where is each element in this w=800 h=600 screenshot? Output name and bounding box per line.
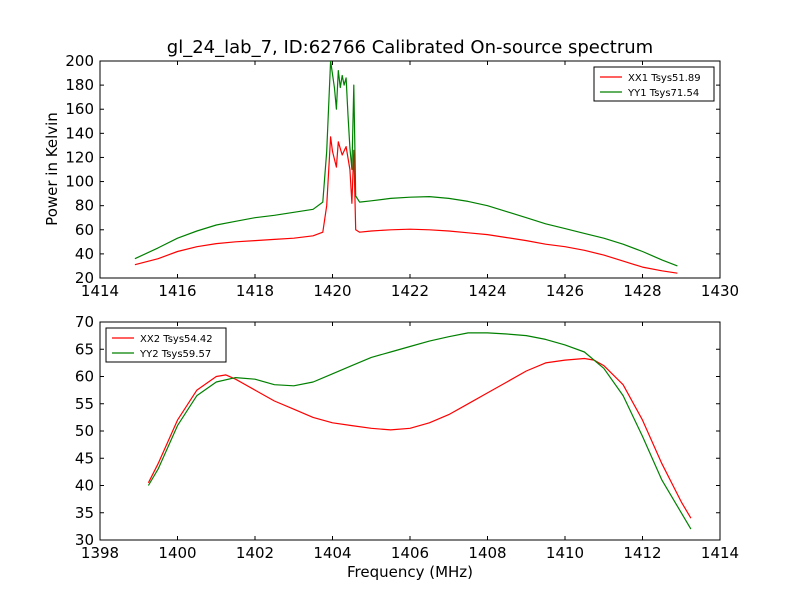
bottom-xtick-label: 1398 (81, 544, 119, 562)
bottom-ytick-label: 40 (75, 477, 94, 495)
top-ytick-label: 200 (65, 52, 94, 70)
bottom-xtick-label: 1406 (391, 544, 429, 562)
bottom-series-line-2 (147, 332, 692, 530)
top-xtick-label: 1416 (158, 282, 196, 300)
bottom-ytick-label: 50 (75, 422, 94, 440)
bottom-legend-label-1: XX2 Tsys54.42 (140, 334, 213, 345)
top-legend-label-2: YY1 Tsys71.54 (627, 88, 699, 99)
bottom-legend: XX2 Tsys54.42 YY2 Tsys59.57 (105, 327, 227, 363)
top-series-line-2 (134, 61, 678, 267)
top-xtick-label: 1424 (468, 282, 506, 300)
chart-title: gl_24_lab_7, ID:62766 Calibrated On-sour… (167, 37, 653, 58)
top-ytick-label: 20 (75, 269, 94, 287)
bottom-legend-box (105, 327, 227, 363)
top-xtick-label: 1430 (701, 282, 739, 300)
top-ytick-label: 60 (75, 221, 94, 239)
top-legend-box (593, 66, 715, 102)
bottom-plot-xlabel: Frequency (MHz) (347, 563, 473, 581)
bottom-xtick-label: 1414 (701, 544, 739, 562)
top-ytick-label: 120 (65, 148, 94, 166)
top-ytick-label: 100 (65, 173, 94, 191)
top-legend: XX1 Tsys51.89 YY1 Tsys71.54 (593, 66, 715, 102)
bottom-ytick-label: 60 (75, 368, 94, 386)
bottom-xtick-label: 1400 (158, 544, 196, 562)
bottom-legend-label-2: YY2 Tsys59.57 (139, 349, 211, 360)
bottom-ytick-label: 30 (75, 531, 94, 549)
top-plot: Power in Kelvin 1414 1416 1418 1420 1422 1424… (43, 52, 739, 300)
bottom-xtick-label: 1402 (236, 544, 274, 562)
top-series-line-1 (134, 136, 678, 274)
bottom-ytick-label: 65 (75, 340, 94, 358)
top-ytick-label: 160 (65, 100, 94, 118)
bottom-xtick-label: 1408 (468, 544, 506, 562)
bottom-xtick-label: 1412 (623, 544, 661, 562)
top-xtick-label: 1426 (546, 282, 584, 300)
bottom-xtick-label: 1410 (546, 544, 584, 562)
top-ytick-label: 140 (65, 124, 94, 142)
top-ytick-label: 80 (75, 197, 94, 215)
top-plot-ylabel: Power in Kelvin (43, 112, 61, 226)
bottom-ytick-label: 35 (75, 504, 94, 522)
bottom-ytick-label: 55 (75, 395, 94, 413)
bottom-ytick-label: 45 (75, 449, 94, 467)
top-ytick-label: 40 (75, 245, 94, 263)
top-xtick-label: 1420 (313, 282, 351, 300)
top-legend-label-1: XX1 Tsys51.89 (628, 73, 701, 84)
top-xtick-label: 1422 (391, 282, 429, 300)
bottom-plot: Frequency (MHz) 1398 1400 1402 1404 1406 1408… (75, 313, 739, 581)
bottom-series-line-1 (147, 357, 692, 519)
bottom-ytick-label: 70 (75, 313, 94, 331)
top-xtick-label: 1418 (236, 282, 274, 300)
bottom-xtick-label: 1404 (313, 544, 351, 562)
top-xtick-label: 1428 (623, 282, 661, 300)
top-xtick-label: 1414 (81, 282, 119, 300)
top-ytick-label: 180 (65, 76, 94, 94)
